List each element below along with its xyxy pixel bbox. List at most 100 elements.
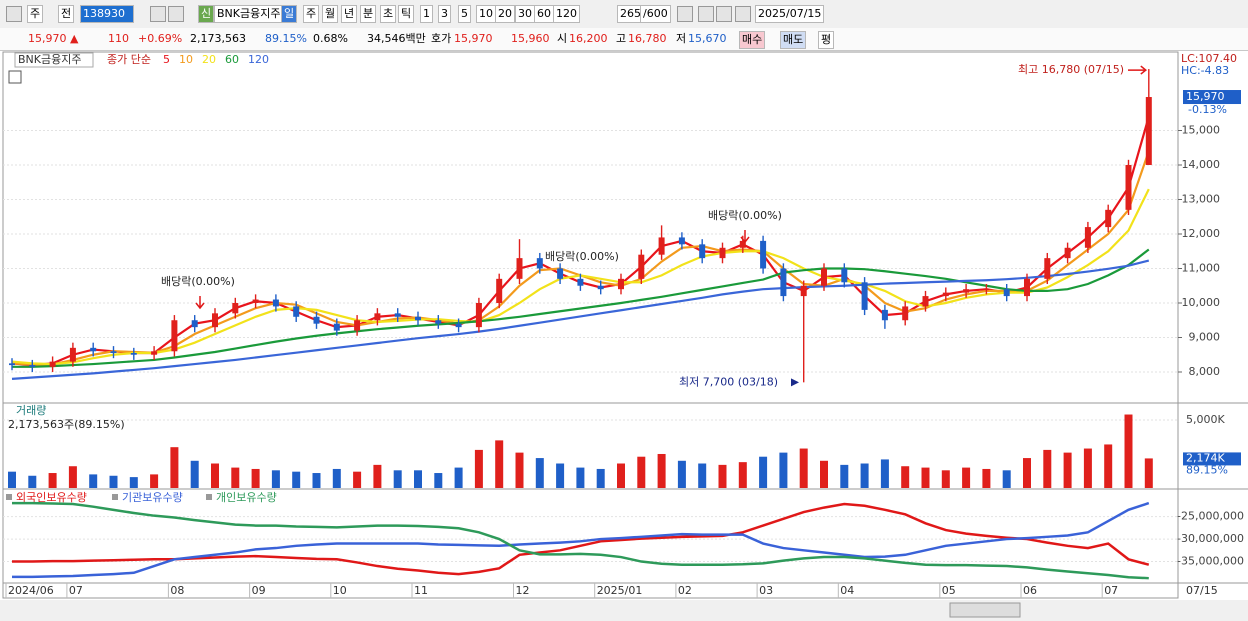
volume-bar <box>880 459 889 488</box>
volume-bar <box>515 452 524 488</box>
toolbar-item[interactable]: 주 <box>27 5 44 23</box>
sound-icon[interactable] <box>168 6 184 22</box>
legend-entry: 60 <box>225 53 239 66</box>
candle-body <box>983 289 990 291</box>
volume-bar <box>312 473 321 488</box>
toolbar-item[interactable]: BNK금융지주 <box>214 5 284 23</box>
tool-icon[interactable] <box>698 6 714 22</box>
last-date: 07/15 <box>1186 584 1218 597</box>
annotation-arrow <box>740 230 750 244</box>
volume-bar <box>474 449 483 488</box>
volume-bar <box>1063 452 1072 488</box>
candle-body <box>557 268 564 279</box>
candle-body <box>212 313 218 328</box>
y-tick-label: -35,000,000 <box>1177 555 1244 568</box>
icon[interactable] <box>6 6 22 22</box>
legend-box <box>14 52 94 68</box>
volume-bar <box>576 467 585 488</box>
y-tick-label: 12,000 <box>1182 227 1221 240</box>
low-arrow <box>791 378 799 387</box>
quote-item: 15,960 <box>511 32 550 45</box>
candle-body <box>618 278 624 290</box>
candle-body <box>232 302 239 314</box>
candle-body <box>455 323 462 328</box>
toolbar-item[interactable]: 틱 <box>398 5 415 23</box>
volume-bar <box>677 460 686 488</box>
panel-subtitle: 2,173,563주(89.15%) <box>8 418 125 431</box>
y-tick-label: 9,000 <box>1189 330 1221 343</box>
search-icon[interactable] <box>150 6 166 22</box>
holding-line <box>12 501 1149 580</box>
volume-bar <box>373 464 382 488</box>
volume-bar <box>738 462 747 488</box>
volume-bar <box>170 447 179 488</box>
volume-bar <box>556 463 565 488</box>
quote-item[interactable]: 매수 <box>739 31 766 49</box>
candle-body <box>719 247 726 259</box>
candle-body <box>902 306 909 321</box>
candle-body <box>678 237 685 245</box>
quote-item: 고 <box>616 32 627 45</box>
scroll-thumb[interactable] <box>949 602 1021 618</box>
calc-icon <box>8 70 22 84</box>
candle-body <box>881 309 888 321</box>
volume-bar <box>1043 449 1052 488</box>
candle-body <box>191 320 198 328</box>
candle-body <box>394 313 401 317</box>
toolbar-item[interactable]: 주 <box>303 5 320 23</box>
toolbar-item[interactable]: 5 <box>458 5 471 23</box>
toolbar-item[interactable]: 20 <box>495 5 515 23</box>
candle-body <box>130 353 137 355</box>
toolbar-item[interactable]: 월 <box>322 5 339 23</box>
tool-icon[interactable] <box>677 6 693 22</box>
volume-bar <box>718 464 727 488</box>
toolbar-item[interactable]: 전 <box>58 5 75 23</box>
settings-icon[interactable] <box>735 6 751 22</box>
y-tick-label: 11,000 <box>1182 261 1221 274</box>
toolbar-item[interactable]: 1 <box>420 5 433 23</box>
volume-bar <box>292 471 301 488</box>
toolbar-item[interactable]: 일 <box>281 5 298 23</box>
scrollbar[interactable] <box>0 600 1248 621</box>
legend-swatch <box>6 494 12 500</box>
quote-item[interactable]: 매도 <box>780 31 807 49</box>
toolbar-item[interactable]: 265 <box>617 5 644 23</box>
x-tick-label: 07 <box>69 584 83 597</box>
toolbar-item[interactable]: 2025/07/15 <box>755 5 825 23</box>
volume-bar <box>414 470 422 488</box>
hc-label: HC:-4.83 <box>1181 64 1229 77</box>
toolbar-item[interactable]: 초 <box>380 5 397 23</box>
legend-entry: 외국인보유수량 <box>16 491 87 504</box>
toolbar-item[interactable]: 60 <box>534 5 554 23</box>
toolbar-item[interactable]: 신 <box>198 5 215 23</box>
y-tick-label: 14,000 <box>1182 158 1221 171</box>
y-tick-label: 10,000 <box>1182 296 1221 309</box>
lc-label: LC:107.40 <box>1181 52 1237 65</box>
moving-average <box>11 259 1150 380</box>
candle-body <box>272 299 279 307</box>
toolbar-item[interactable]: 30 <box>515 5 535 23</box>
candle-body <box>333 323 340 331</box>
quote-item[interactable]: 평 <box>818 31 835 49</box>
last-price-box <box>1183 90 1241 105</box>
toolbar-item[interactable]: /600 <box>640 5 671 23</box>
toolbar-item[interactable]: 3 <box>438 5 451 23</box>
volume-bar <box>657 453 666 488</box>
toolbar-item[interactable]: 138930 <box>80 5 134 23</box>
legend-label: 종가 단순 <box>107 53 151 66</box>
last-volume: 2,174K <box>1186 451 1225 464</box>
toolbar-item[interactable]: 120 <box>553 5 580 23</box>
legend-swatch <box>206 494 212 500</box>
candle-body <box>1064 247 1071 259</box>
volume-bar <box>89 474 98 488</box>
legend-entry: 20 <box>202 53 216 66</box>
toolbar-item[interactable]: 년 <box>341 5 358 23</box>
high-arrow <box>1128 65 1148 75</box>
candle-body <box>658 237 665 255</box>
volume-bar <box>962 467 971 488</box>
save-icon[interactable] <box>716 6 732 22</box>
legend-entry: 10 <box>179 53 193 66</box>
volume-bar <box>271 470 280 488</box>
toolbar-item[interactable]: 분 <box>360 5 377 23</box>
